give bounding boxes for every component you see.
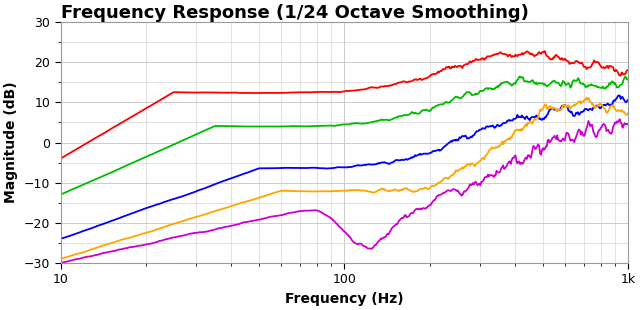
X-axis label: Frequency (Hz): Frequency (Hz) bbox=[285, 292, 404, 306]
Text: Frequency Response (1/24 Octave Smoothing): Frequency Response (1/24 Octave Smoothin… bbox=[61, 4, 529, 22]
Y-axis label: Magnitude (dB): Magnitude (dB) bbox=[4, 82, 18, 203]
